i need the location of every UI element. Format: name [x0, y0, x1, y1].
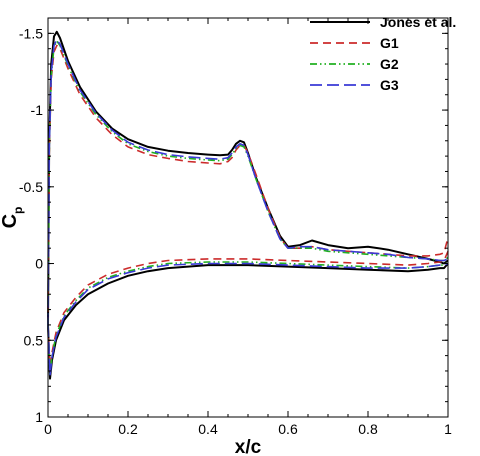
y-axis-title: Cp	[0, 207, 25, 229]
series-jones-et-al	[47, 30, 449, 380]
x-tick-label: 0.8	[358, 421, 378, 437]
x-tick-label: 1	[444, 421, 452, 437]
series-line-lower	[47, 250, 449, 372]
x-tick-label: 0.4	[198, 421, 218, 437]
series-line-upper	[47, 38, 449, 325]
y-tick-label: -0.5	[19, 179, 43, 195]
y-tick-label: 1	[35, 409, 43, 425]
y-tick-label: -1	[31, 102, 44, 118]
series-g2	[47, 40, 449, 375]
series-g3	[47, 38, 449, 377]
x-tick-label: 0.2	[118, 421, 138, 437]
series-layer	[47, 30, 449, 380]
y-tick-label: 0	[35, 256, 43, 272]
legend-label: Jones et al.	[380, 14, 456, 30]
legend-label: G2	[380, 56, 399, 72]
series-line-lower	[47, 262, 449, 377]
y-axis-title-subscript: p	[11, 207, 25, 214]
series-g1	[47, 44, 449, 372]
legend-label: G1	[380, 35, 399, 51]
legend: Jones et al. G1 G2 G3	[310, 14, 456, 93]
series-line-lower	[47, 261, 449, 375]
x-tick-label: 0	[44, 421, 52, 437]
series-line-upper	[47, 40, 449, 325]
y-tick-label: -1.5	[19, 25, 43, 41]
series-line-upper	[47, 30, 449, 325]
series-line-lower	[47, 262, 449, 380]
series-line-upper	[47, 44, 449, 325]
ticks-layer: 0 0.2 0.4 0.6 0.8 1 -1.5 -1 -0.5 0 0.5 1	[19, 18, 452, 437]
y-axis-title-main: C	[0, 214, 21, 228]
y-tick-label: 0.5	[24, 332, 44, 348]
x-tick-label: 0.6	[278, 421, 298, 437]
x-axis-title: x/c	[235, 437, 262, 456]
legend-label: G3	[380, 77, 399, 93]
